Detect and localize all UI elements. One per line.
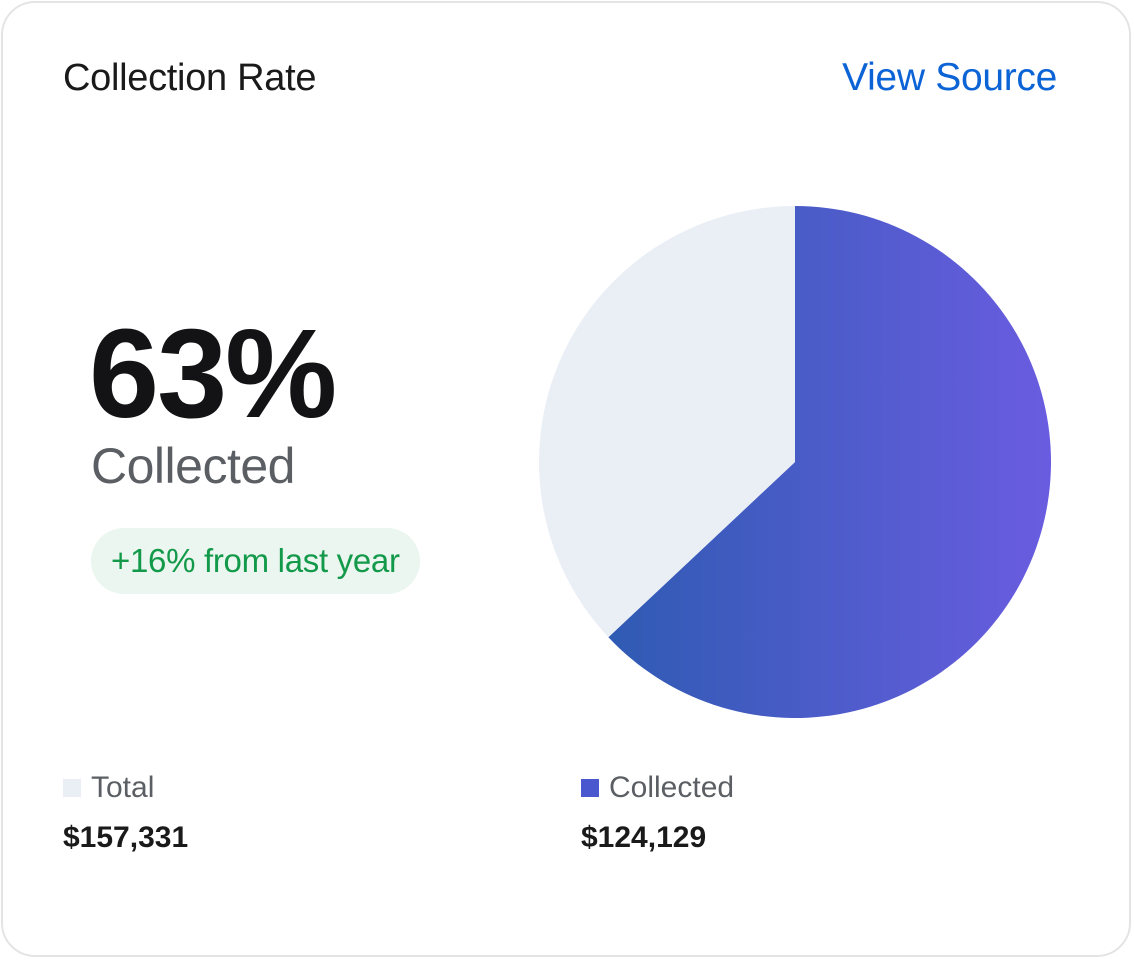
legend-value-collected: $124,129	[581, 821, 707, 854]
collected-percent: 63%	[89, 303, 337, 444]
view-source-link[interactable]: View Source	[842, 56, 1057, 99]
legend-item-collected: Collected	[581, 771, 734, 805]
collection-pie-chart	[539, 206, 1051, 718]
legend-swatch-total	[63, 779, 81, 797]
legend-item-total: Total	[63, 771, 154, 805]
legend-label-collected: Collected	[609, 771, 735, 804]
card-title: Collection Rate	[63, 57, 317, 99]
pie-slice-collected	[608, 206, 1051, 718]
legend-value-total: $157,331	[63, 821, 189, 854]
pie-slice-remaining	[539, 206, 795, 638]
change-badge: +16% from last year	[91, 528, 420, 594]
legend-label-total: Total	[91, 771, 155, 804]
legend-swatch-collected	[581, 779, 599, 797]
collected-label: Collected	[91, 438, 295, 494]
